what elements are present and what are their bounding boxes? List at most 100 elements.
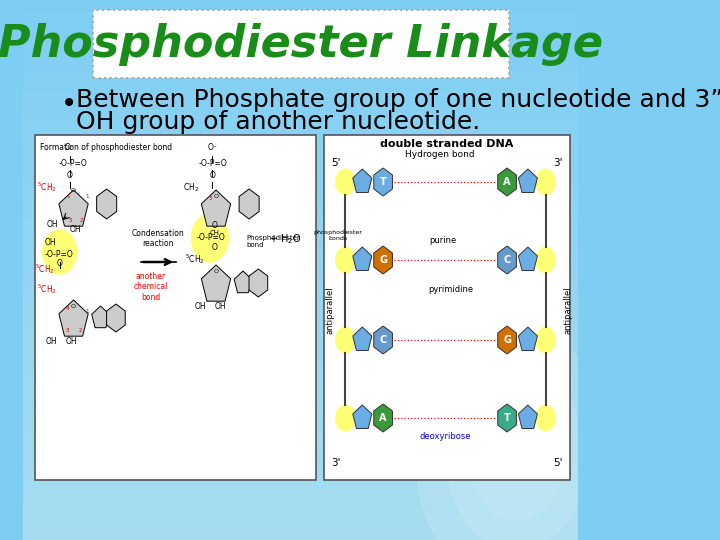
- Text: OH: OH: [66, 337, 77, 346]
- Text: Hydrogen bond: Hydrogen bond: [405, 150, 475, 159]
- Polygon shape: [59, 300, 88, 336]
- Circle shape: [336, 405, 356, 431]
- Text: 2: 2: [79, 328, 83, 333]
- Text: O⁻: O⁻: [65, 143, 75, 152]
- Polygon shape: [518, 405, 537, 429]
- Text: double stranded DNA: double stranded DNA: [380, 139, 513, 149]
- Text: O: O: [214, 194, 218, 199]
- Text: bond: bond: [247, 242, 264, 248]
- Text: Between Phosphate group of one nucleotide and 3”: Between Phosphate group of one nucleotid…: [76, 88, 720, 112]
- Text: A: A: [379, 413, 387, 423]
- Text: -O-P=O: -O-P=O: [199, 159, 228, 168]
- Circle shape: [470, 400, 562, 520]
- Text: O: O: [57, 259, 63, 268]
- Text: T: T: [504, 413, 510, 423]
- Polygon shape: [374, 326, 392, 354]
- Circle shape: [536, 405, 556, 431]
- Text: G: G: [379, 255, 387, 265]
- Circle shape: [336, 327, 356, 353]
- Text: deoxyribose: deoxyribose: [420, 432, 471, 441]
- Polygon shape: [353, 247, 372, 271]
- Text: OH: OH: [70, 225, 81, 234]
- Polygon shape: [498, 326, 516, 354]
- Circle shape: [336, 247, 356, 273]
- Text: O: O: [67, 171, 73, 180]
- Text: $^5$CH$_2$: $^5$CH$_2$: [184, 252, 204, 266]
- Text: 1: 1: [85, 309, 89, 314]
- Text: O: O: [212, 243, 217, 252]
- Polygon shape: [353, 327, 372, 350]
- Text: $^5$CH$_2$: $^5$CH$_2$: [37, 180, 56, 193]
- Text: O: O: [71, 304, 76, 309]
- Text: antiparallel: antiparallel: [564, 286, 572, 334]
- Text: A: A: [503, 177, 510, 187]
- Text: OH: OH: [195, 302, 207, 311]
- Polygon shape: [498, 246, 516, 274]
- Text: OH: OH: [215, 302, 227, 311]
- Text: pyrimidine: pyrimidine: [428, 285, 474, 294]
- Polygon shape: [498, 168, 516, 196]
- Text: 1: 1: [85, 194, 89, 199]
- FancyBboxPatch shape: [93, 10, 508, 78]
- Text: CH$_2$: CH$_2$: [184, 181, 199, 193]
- Polygon shape: [498, 404, 516, 432]
- Text: another
chemical
bond: another chemical bond: [133, 272, 168, 302]
- Circle shape: [536, 169, 556, 195]
- Circle shape: [192, 214, 228, 262]
- Text: OH: OH: [47, 220, 58, 229]
- Text: Condensation
reaction: Condensation reaction: [132, 228, 184, 248]
- Text: O: O: [212, 221, 217, 230]
- Text: C: C: [379, 335, 387, 345]
- Circle shape: [416, 330, 616, 540]
- Polygon shape: [518, 247, 537, 271]
- Polygon shape: [518, 169, 537, 193]
- Circle shape: [447, 370, 585, 540]
- Text: G: G: [503, 335, 511, 345]
- Text: Phosphodiester: Phosphodiester: [247, 235, 300, 241]
- Polygon shape: [353, 405, 372, 429]
- Polygon shape: [353, 169, 372, 193]
- Polygon shape: [202, 190, 230, 226]
- Polygon shape: [249, 269, 268, 297]
- Circle shape: [336, 169, 356, 195]
- Polygon shape: [234, 271, 252, 293]
- Polygon shape: [239, 189, 259, 219]
- Text: OH group of another nucleotide.: OH group of another nucleotide.: [76, 110, 480, 134]
- Circle shape: [42, 230, 76, 274]
- Text: 3: 3: [68, 218, 72, 223]
- Text: OH: OH: [45, 238, 56, 247]
- Circle shape: [536, 247, 556, 273]
- Text: O: O: [214, 269, 218, 274]
- Polygon shape: [107, 304, 125, 332]
- Polygon shape: [374, 168, 392, 196]
- Text: O: O: [71, 188, 76, 193]
- Text: Formation of phosphodiester bond: Formation of phosphodiester bond: [40, 143, 173, 152]
- Text: 3: 3: [208, 196, 212, 201]
- Polygon shape: [59, 190, 88, 226]
- Polygon shape: [374, 246, 392, 274]
- Text: Phosphodiester Linkage: Phosphodiester Linkage: [0, 23, 603, 65]
- Text: purine: purine: [430, 236, 456, 245]
- Text: + H$_2$O: + H$_2$O: [269, 232, 302, 246]
- Bar: [324, 135, 570, 480]
- Circle shape: [536, 327, 556, 353]
- Text: -O-P=O: -O-P=O: [58, 159, 87, 168]
- Text: 1: 1: [66, 194, 69, 199]
- Bar: [35, 135, 316, 480]
- Polygon shape: [96, 189, 117, 219]
- Text: $^5$CH$_2$: $^5$CH$_2$: [37, 281, 56, 295]
- Text: 3: 3: [66, 328, 69, 333]
- Text: C: C: [503, 255, 510, 265]
- Text: -O-P=O: -O-P=O: [45, 250, 74, 259]
- Polygon shape: [91, 306, 109, 328]
- Text: $^5$CH$_2$: $^5$CH$_2$: [35, 262, 55, 276]
- Polygon shape: [202, 265, 230, 301]
- Text: antiparallel: antiparallel: [325, 286, 335, 334]
- Polygon shape: [518, 327, 537, 350]
- Text: phosphodiester
bonds: phosphodiester bonds: [313, 230, 362, 241]
- Text: •: •: [60, 90, 77, 118]
- Text: OH: OH: [45, 337, 57, 346]
- Text: CH: CH: [210, 230, 220, 236]
- Text: 4: 4: [66, 306, 69, 311]
- Text: O: O: [210, 171, 215, 180]
